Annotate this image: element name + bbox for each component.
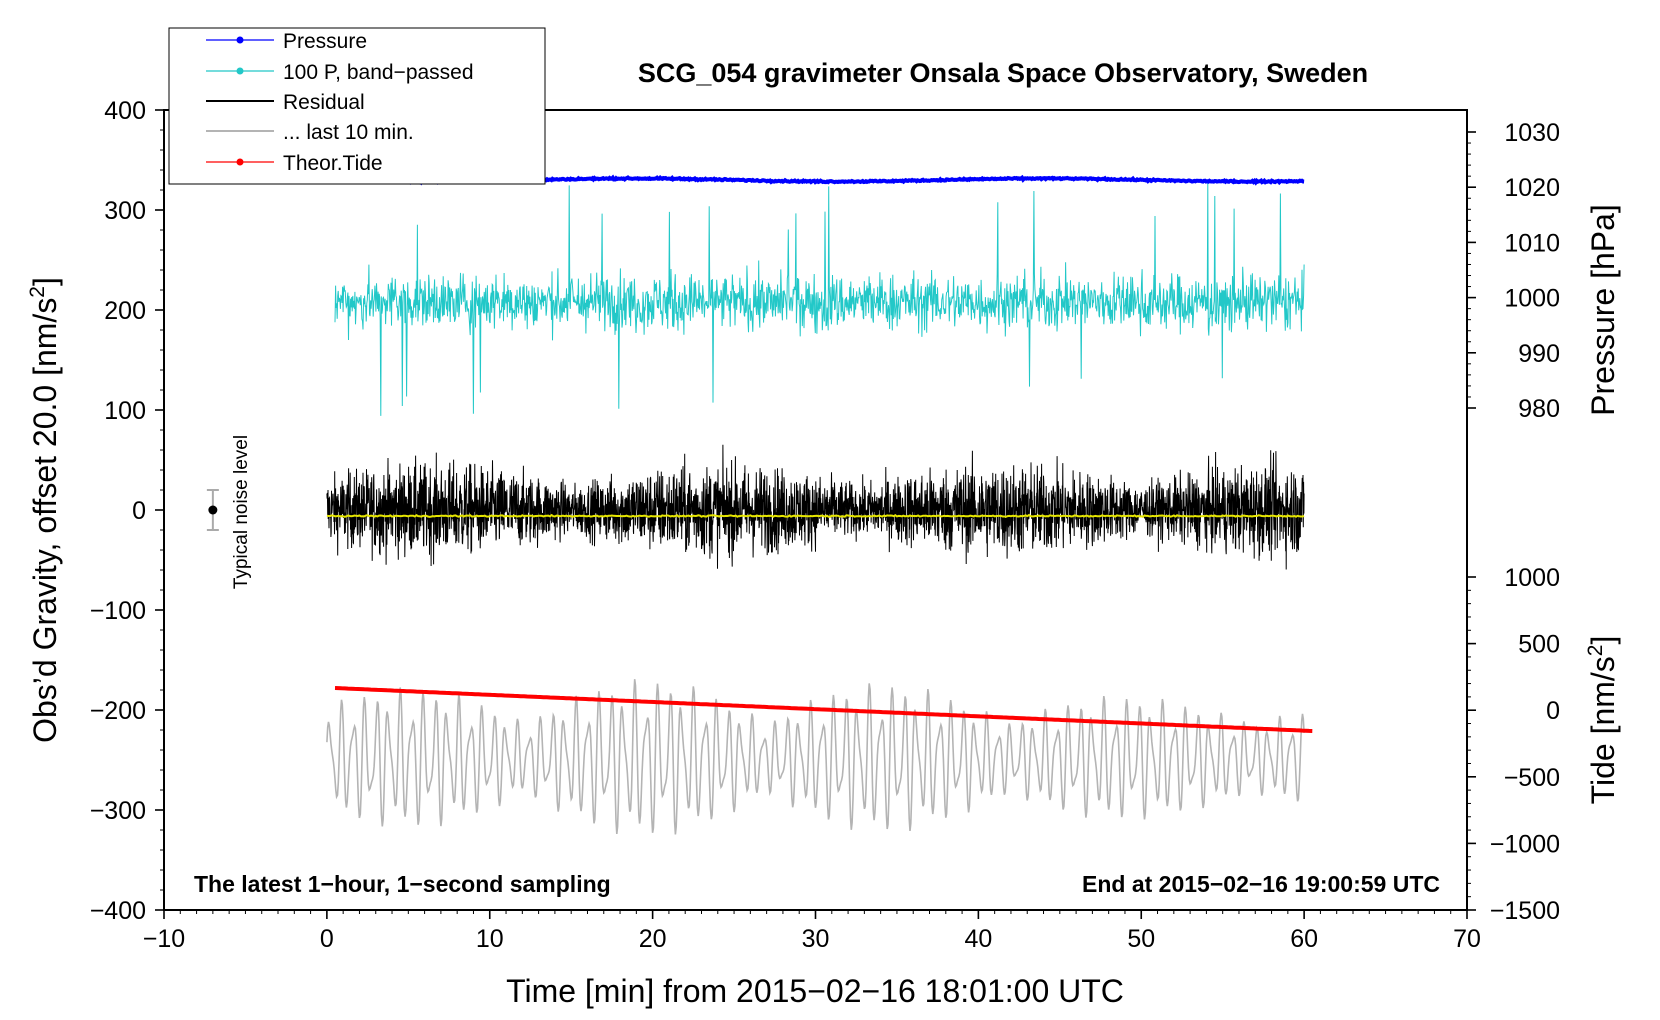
annotation-sampling: The latest 1−hour, 1−second sampling bbox=[194, 871, 611, 897]
x-tick-label: 0 bbox=[320, 925, 334, 953]
pressure-tick-label: 980 bbox=[1518, 395, 1560, 423]
x-axis-title: Time [min] from 2015−02−16 18:01:00 UTC bbox=[506, 973, 1124, 1009]
legend-marker-tide bbox=[236, 158, 244, 166]
y-tick-label: −100 bbox=[90, 597, 146, 625]
x-tick-label: 10 bbox=[476, 925, 504, 953]
tide-tick-label: 1000 bbox=[1504, 564, 1560, 592]
pressure-tick-label: 1030 bbox=[1504, 119, 1560, 147]
y-tick-label: 400 bbox=[104, 97, 146, 125]
y-tick-label: 300 bbox=[104, 197, 146, 225]
tide-tick-label: 500 bbox=[1518, 631, 1560, 659]
noise-bar-point bbox=[208, 505, 218, 515]
legend-box bbox=[168, 27, 546, 185]
chart-title: SCG_054 gravimeter Onsala Space Observat… bbox=[638, 58, 1368, 88]
legend-label-bandpassed: 100 P, band−passed bbox=[283, 61, 474, 84]
y-axis-title-tide-sup: 2 bbox=[1584, 645, 1607, 657]
noise-level-marker bbox=[206, 489, 219, 531]
series-theor-tide bbox=[334, 686, 1313, 733]
y-axis-title-pressure: Pressure [hPa] bbox=[1585, 204, 1621, 416]
y-axis-title-tide: Tide [nm/s2] bbox=[1584, 636, 1621, 805]
legend: Pressure 100 P, band−passed Residual ...… bbox=[168, 27, 546, 185]
x-tick-label: 50 bbox=[1127, 925, 1155, 953]
y-tick-label: −300 bbox=[90, 797, 146, 825]
legend-label-tide: Theor.Tide bbox=[283, 152, 383, 175]
legend-label-residual: Residual bbox=[283, 91, 365, 114]
x-tick-label: −10 bbox=[143, 925, 185, 953]
y-tick-label: 200 bbox=[104, 297, 146, 325]
legend-label-last10min: ... last 10 min. bbox=[283, 121, 414, 144]
legend-marker-bandpassed bbox=[236, 67, 244, 75]
x-tick-label: 20 bbox=[639, 925, 667, 953]
x-tick-label: 40 bbox=[964, 925, 992, 953]
series-residual bbox=[326, 444, 1305, 570]
y-tick-label: 0 bbox=[132, 497, 146, 525]
tide-tick-label: −500 bbox=[1504, 764, 1560, 792]
x-tick-label: 70 bbox=[1453, 925, 1481, 953]
y-axis-title-tide-end: ] bbox=[1585, 636, 1621, 645]
tide-tick-label: −1000 bbox=[1490, 830, 1560, 858]
tide-tick-label: −1500 bbox=[1490, 897, 1560, 925]
pressure-tick-label: 1010 bbox=[1504, 229, 1560, 257]
legend-label-pressure: Pressure bbox=[283, 30, 367, 53]
y-tick-label: −200 bbox=[90, 697, 146, 725]
legend-marker-pressure bbox=[236, 36, 244, 44]
pressure-tick-label: 1000 bbox=[1504, 285, 1560, 313]
series-layer bbox=[326, 174, 1313, 835]
pressure-tick-label: 990 bbox=[1518, 340, 1560, 368]
y-axis-title-left: Obs’d Gravity, offset 20.0 [nm/s2] bbox=[26, 277, 63, 743]
annotation-end-time: End at 2015−02−16 19:00:59 UTC bbox=[1082, 871, 1440, 897]
y-tick-label: −400 bbox=[90, 897, 146, 925]
x-tick-label: 30 bbox=[802, 925, 830, 953]
noise-level-label: Typical noise level bbox=[231, 435, 252, 589]
x-tick-label: 60 bbox=[1290, 925, 1318, 953]
y-tick-label: 100 bbox=[104, 397, 146, 425]
y-axis-title-tide-main: Tide [nm/s bbox=[1585, 656, 1621, 804]
axes-layer: −10 0 10 20 30 40 50 60 704003002001000−100−200−… bbox=[90, 97, 1560, 953]
series-bandpassed bbox=[334, 182, 1305, 416]
series-residual-mean bbox=[326, 513, 1305, 518]
y-axis-title-left-sup: 2 bbox=[26, 286, 49, 298]
pressure-tick-label: 1020 bbox=[1504, 174, 1560, 202]
y-axis-title-left-main: Obs’d Gravity, offset 20.0 [nm/s bbox=[27, 298, 63, 743]
tide-tick-label: 0 bbox=[1546, 697, 1560, 725]
series-last-10-min bbox=[326, 679, 1305, 835]
y-axis-title-left-end: ] bbox=[27, 277, 63, 286]
